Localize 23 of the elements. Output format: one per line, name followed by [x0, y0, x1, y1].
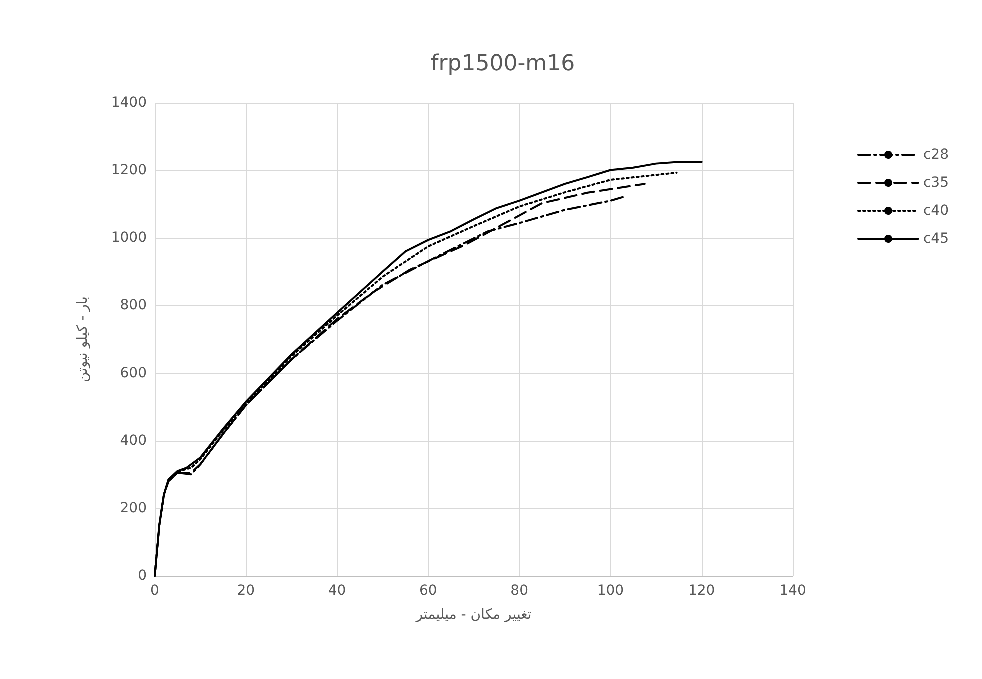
- y-tick-label: 400: [120, 432, 147, 449]
- y-tick-label: 1400: [111, 95, 147, 111]
- y-tick-label: 1200: [111, 162, 147, 179]
- y-tick-label: 600: [120, 365, 147, 382]
- legend-label: c35: [923, 175, 950, 191]
- chart-title: frp1500-m16: [430, 52, 576, 76]
- y-axis-title: بار - کیلو نیوتن: [75, 296, 91, 382]
- x-tick-label: 140: [780, 583, 806, 599]
- legend-label: c28: [923, 147, 950, 163]
- legend-label: c40: [923, 203, 950, 219]
- y-tick-label: 800: [120, 298, 147, 314]
- x-axis-title: تغییر مکان - میلیمتر: [415, 607, 532, 623]
- x-tick-label: 120: [688, 583, 716, 599]
- x-tick-label: 60: [420, 583, 438, 599]
- x-tick-label: 0: [150, 583, 160, 599]
- x-tick-label: 20: [237, 583, 256, 599]
- y-tick-label: 200: [120, 500, 147, 516]
- x-tick-label: 40: [328, 583, 346, 599]
- y-tick-label: 0: [138, 568, 147, 584]
- y-tick-label: 1000: [111, 230, 147, 246]
- legend-label: c45: [923, 231, 950, 247]
- x-tick-label: 80: [510, 583, 528, 599]
- x-tick-label: 100: [597, 583, 624, 599]
